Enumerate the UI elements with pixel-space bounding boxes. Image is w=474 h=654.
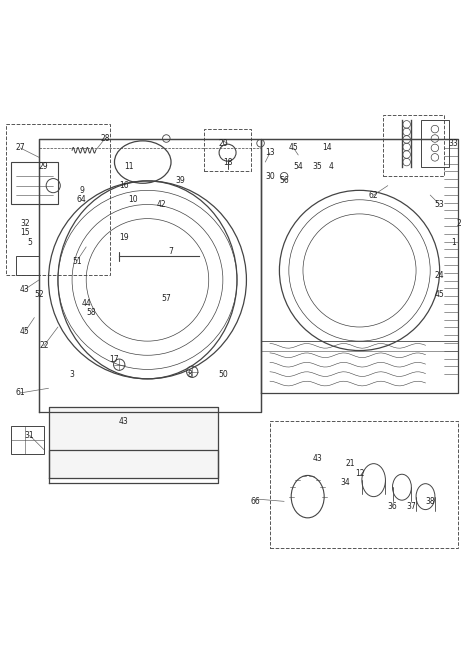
Text: 45: 45 [435,290,445,298]
Text: 5: 5 [27,237,32,247]
Bar [204,129,251,171]
Text: 50: 50 [218,370,228,379]
Text: 33: 33 [449,139,459,148]
Text: 7: 7 [169,247,173,256]
Text: 21: 21 [346,459,355,468]
Text: 53: 53 [435,200,445,209]
Text: 51: 51 [72,256,82,266]
Text: 64: 64 [77,196,86,204]
Text: 22: 22 [39,341,48,351]
Text: 56: 56 [279,177,289,186]
Text: 36: 36 [388,502,397,511]
Text: 39: 39 [175,177,185,186]
Text: 32: 32 [20,219,30,228]
Text: 43: 43 [20,284,30,294]
Text: 2: 2 [456,219,461,228]
Text: 35: 35 [312,162,322,171]
Text: 8: 8 [188,370,192,379]
Text: 13: 13 [265,148,275,157]
Text: 20: 20 [218,139,228,148]
Text: 24: 24 [435,271,445,280]
Text: 45: 45 [20,327,30,336]
Text: 4: 4 [329,162,334,171]
Bar [383,115,444,176]
Text: 52: 52 [34,290,44,298]
Text: 42: 42 [157,200,166,209]
Text: 43: 43 [119,417,129,426]
Text: 12: 12 [355,468,364,477]
Text: 44: 44 [82,299,91,308]
Bar [270,421,458,549]
Text: 9: 9 [79,186,84,195]
Text: 43: 43 [312,455,322,464]
Bar [6,124,110,275]
Text: 38: 38 [425,497,435,506]
Text: 16: 16 [119,181,129,190]
Text: 37: 37 [407,502,416,511]
Text: 1: 1 [451,237,456,247]
Text: 14: 14 [322,143,331,152]
Text: 28: 28 [100,134,110,143]
Text: 29: 29 [39,162,49,171]
Text: 30: 30 [265,172,275,181]
Text: 57: 57 [162,294,171,303]
Text: 19: 19 [119,233,129,242]
Text: 61: 61 [16,388,25,398]
Text: 58: 58 [86,309,96,317]
Text: 54: 54 [293,162,303,171]
Text: 17: 17 [109,356,119,364]
Text: 62: 62 [369,190,378,199]
Text: 15: 15 [20,228,30,237]
Text: 11: 11 [124,162,133,171]
Text: 66: 66 [251,497,261,506]
Text: 27: 27 [16,143,25,152]
Text: 18: 18 [223,158,232,167]
Text: 3: 3 [70,370,74,379]
Text: 34: 34 [340,478,350,487]
Text: 31: 31 [25,431,35,440]
Text: 45: 45 [289,143,299,152]
Text: 10: 10 [128,196,138,204]
